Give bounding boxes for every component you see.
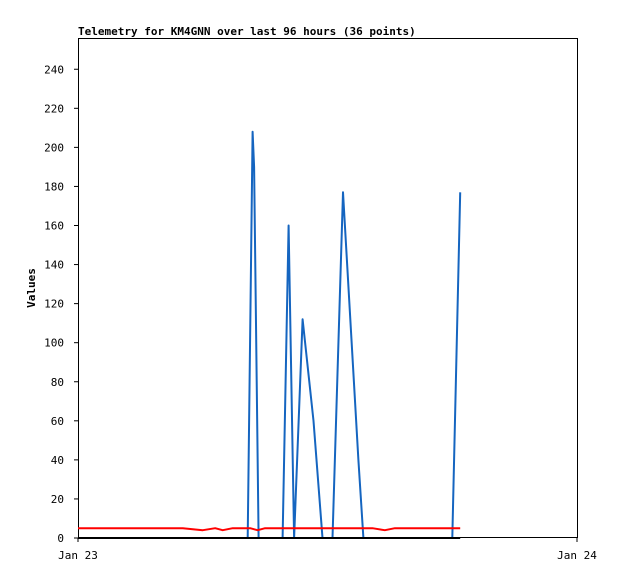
y-axis-label: Values — [25, 268, 38, 308]
x-tick-label-1: Jan 24 — [557, 549, 597, 562]
y-tick-label-3: 60 — [51, 415, 64, 428]
y-tick-label-4: 80 — [51, 376, 64, 389]
y-tick-label-11: 220 — [44, 102, 64, 115]
x-tick-label-0: Jan 23 — [58, 549, 98, 562]
y-axis-ticks: 0 20 40 60 80 100 120 140 160 180 200 220 240 — [44, 63, 78, 545]
series-line-1 — [78, 527, 461, 532]
y-tick-label-12: 240 — [44, 63, 64, 76]
y-tick-label-7: 140 — [44, 259, 64, 272]
y-tick-label-5: 100 — [44, 337, 64, 350]
y-tick-label-2: 40 — [51, 454, 64, 467]
x-axis-ticks: Jan 23 Jan 24 — [58, 538, 597, 562]
y-tick-label-8: 160 — [44, 220, 64, 233]
y-tick-label-0: 0 — [57, 532, 64, 545]
chart-title: Telemetry for KM4GNN over last 96 hours … — [78, 25, 416, 38]
y-tick-label-10: 200 — [44, 141, 64, 154]
series-line-0 — [78, 130, 462, 539]
series-layer — [78, 130, 462, 539]
y-tick-label-1: 20 — [51, 493, 64, 506]
y-tick-label-9: 180 — [44, 180, 64, 193]
y-tick-label-6: 120 — [44, 298, 64, 311]
